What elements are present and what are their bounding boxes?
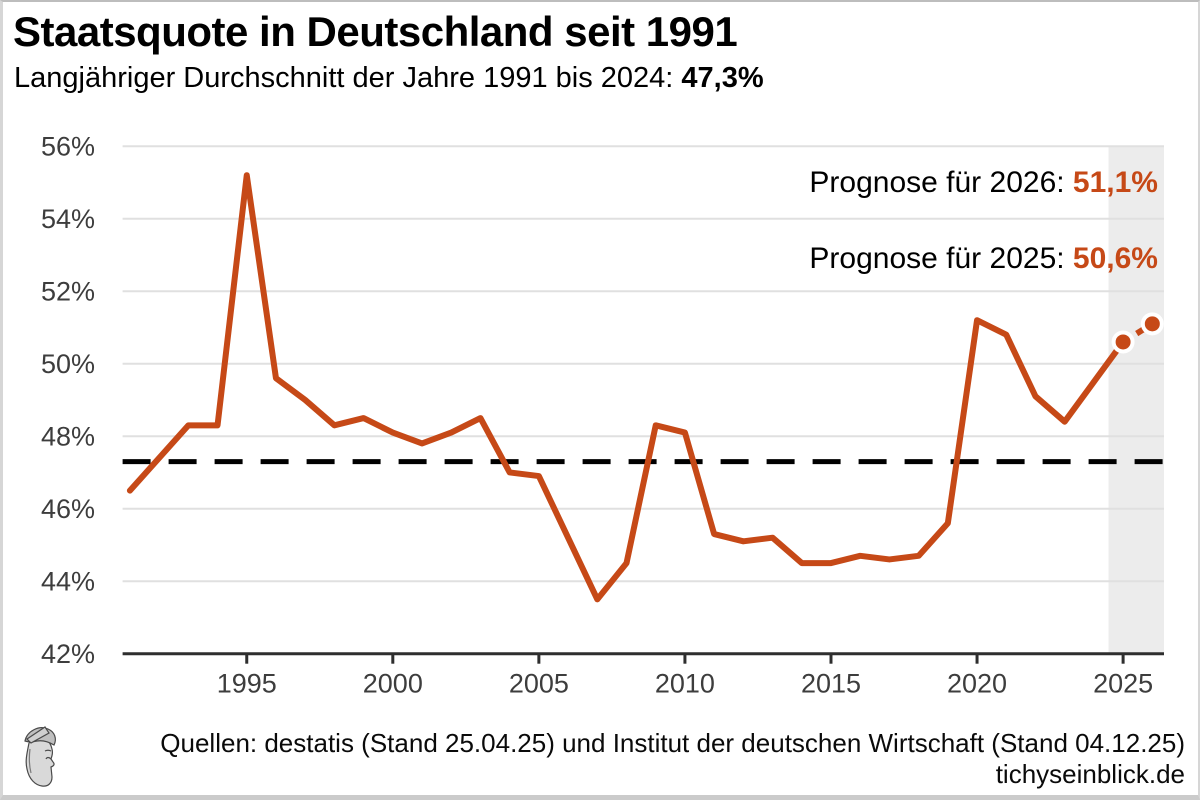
staatsquote-line-chart: 1995 2000 2005 2010 2015 2020 2025 42% 44% 46% 48%… bbox=[41, 132, 1164, 699]
y-tick-label-44: 44% bbox=[41, 567, 95, 597]
forecast-dot-2025 bbox=[1115, 334, 1131, 350]
y-tick-label-56: 56% bbox=[41, 132, 95, 162]
subtitle-text: Langjähriger Durchschnitt der Jahre 1991… bbox=[14, 62, 682, 94]
site-url: tichyseinblick.de bbox=[995, 759, 1185, 789]
forecast-band bbox=[1108, 146, 1164, 654]
x-tick-label-2015: 2015 bbox=[801, 669, 861, 699]
y-tick-label-50: 50% bbox=[41, 349, 95, 379]
x-tick-label-2025: 2025 bbox=[1093, 669, 1153, 699]
staatsquote-line bbox=[126, 172, 1127, 603]
y-tick-label-46: 46% bbox=[41, 494, 95, 524]
sources-text: Quellen: destatis (Stand 25.04.25) und I… bbox=[160, 728, 1185, 758]
y-tick-label-42: 42% bbox=[41, 639, 95, 669]
page-title: Staatsquote in Deutschland seit 1991 bbox=[13, 8, 738, 55]
x-tick-label-2000: 2000 bbox=[363, 669, 423, 699]
y-tick-label-52: 52% bbox=[41, 277, 95, 307]
x-tick-label-2005: 2005 bbox=[509, 669, 569, 699]
y-tick-label-48: 48% bbox=[41, 422, 95, 452]
x-tick-label-2010: 2010 bbox=[655, 669, 715, 699]
annotation-forecast-2025: Prognose für 2025: 50,6% bbox=[809, 242, 1158, 276]
annotation-forecast-2026: Prognose für 2026: 51,1% bbox=[809, 166, 1158, 200]
average-value: 47,3% bbox=[681, 62, 764, 94]
annotation-forecast-2026-value: 51,1% bbox=[1072, 166, 1158, 199]
y-tick-label-54: 54% bbox=[41, 204, 95, 234]
x-tick-label-1995: 1995 bbox=[217, 669, 277, 699]
annotation-forecast-2025-label: Prognose für 2025: bbox=[809, 242, 1073, 275]
subtitle: Langjähriger Durchschnitt der Jahre 1991… bbox=[14, 62, 764, 95]
annotation-forecast-2025-value: 50,6% bbox=[1072, 242, 1158, 275]
tichys-einblick-logo-icon bbox=[24, 726, 56, 787]
x-tick-label-2020: 2020 bbox=[947, 669, 1007, 699]
annotation-forecast-2026-label: Prognose für 2026: bbox=[809, 166, 1073, 199]
forecast-dot-2026 bbox=[1144, 316, 1160, 332]
